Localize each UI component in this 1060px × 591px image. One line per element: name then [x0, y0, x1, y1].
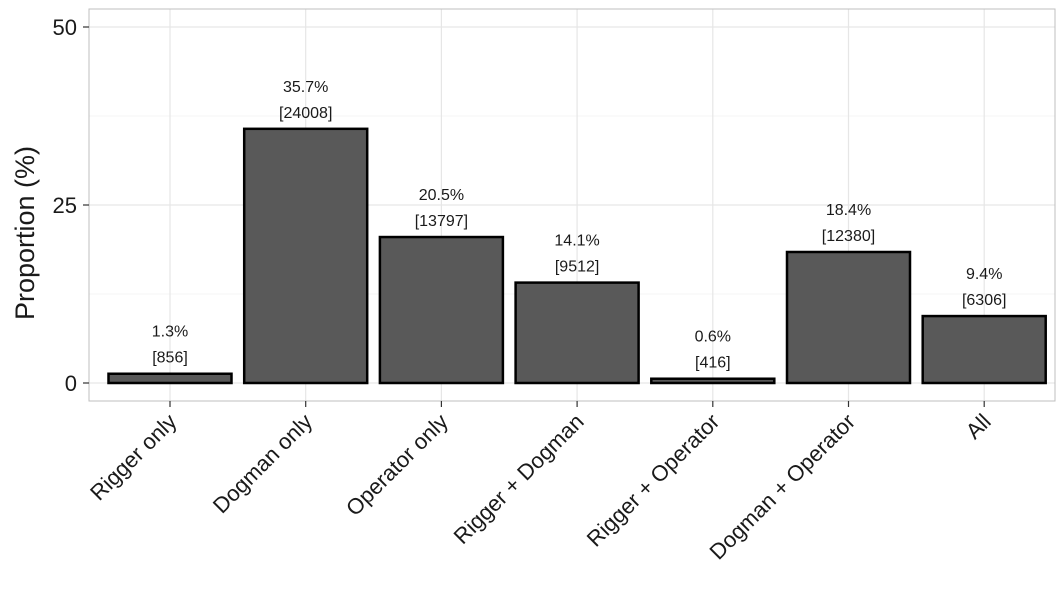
- x-category-label: Rigger + Dogman: [449, 409, 589, 549]
- x-category-label: Rigger + Operator: [582, 409, 725, 552]
- bar-count-label: [24008]: [279, 105, 332, 122]
- bar: [921, 314, 1047, 385]
- x-category-label: Dogman only: [208, 409, 317, 518]
- bar: [378, 235, 505, 385]
- y-tick-label: 0: [65, 371, 77, 396]
- category-labels: Rigger only Dogman only Operator onlyRigge…: [85, 409, 996, 565]
- bar-count-label: [6306]: [962, 292, 1006, 309]
- x-category-label: All: [961, 409, 996, 444]
- y-tick-label: 50: [53, 15, 77, 40]
- bar: [785, 250, 912, 385]
- bar: [242, 127, 369, 385]
- bars: [107, 127, 1047, 385]
- bar-percent-label: 35.7%: [283, 79, 328, 96]
- x-category-label: Rigger only: [85, 409, 181, 505]
- axis-ticks: 0 25 50: [53, 15, 985, 407]
- bar-percent-label: 14.1%: [554, 233, 599, 250]
- bar-percent-label: 0.6%: [695, 329, 731, 346]
- bar-percent-label: 1.3%: [152, 324, 188, 341]
- bar-count-label: [416]: [695, 355, 731, 372]
- x-category-label: Dogman + Operator: [704, 409, 860, 565]
- bar: [514, 281, 640, 385]
- bar-count-label: [12380]: [822, 228, 875, 245]
- bar-count-label: [9512]: [555, 259, 599, 276]
- bar-percent-label: 18.4%: [826, 202, 871, 219]
- y-tick-label: 25: [53, 193, 77, 218]
- bar: [650, 377, 776, 385]
- bar-percent-label: 20.5%: [419, 187, 464, 204]
- bar-count-label: [856]: [152, 350, 188, 367]
- data-labels: 1.3% [856] 35.7% [24008] 20.5% [13797] 14.1% [9…: [152, 79, 1007, 372]
- bar: [107, 372, 233, 385]
- bar-percent-label: 9.4%: [966, 266, 1002, 283]
- x-category-label: Operator only: [341, 409, 453, 521]
- bar-count-label: [13797]: [415, 213, 468, 230]
- y-axis-title: Proportion (%): [10, 146, 40, 320]
